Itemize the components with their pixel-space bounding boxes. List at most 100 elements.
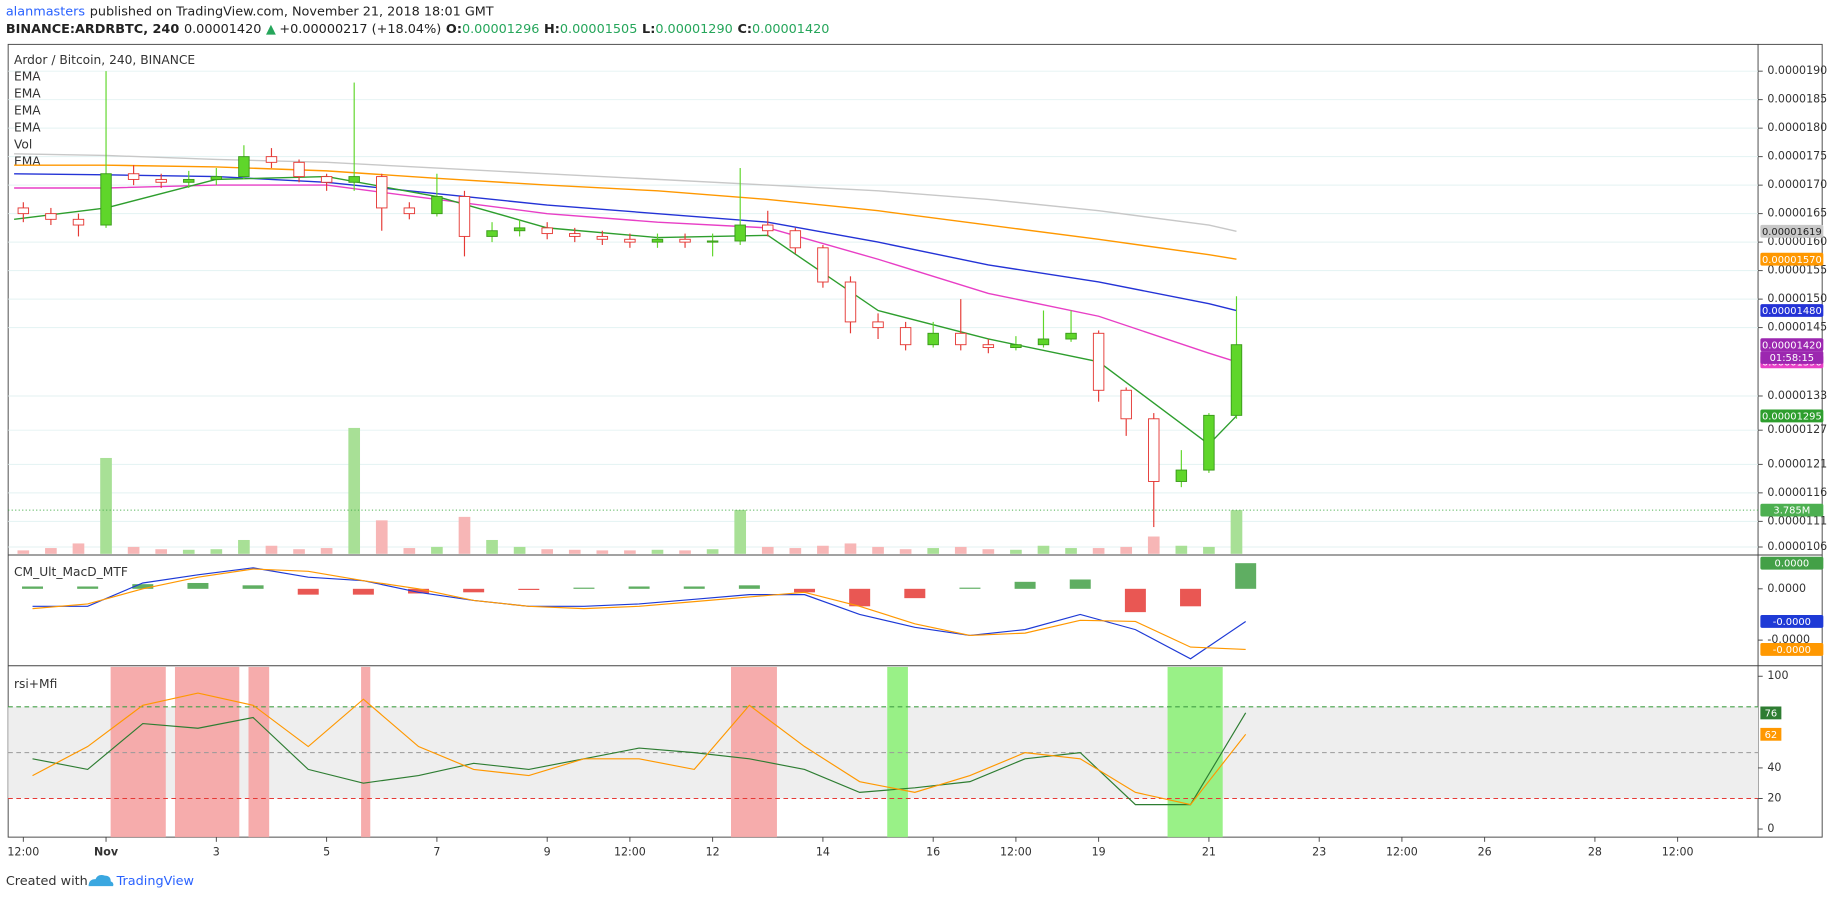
- volume-bar: [734, 509, 747, 554]
- candle-body: [762, 224, 774, 232]
- volume-bar: [817, 545, 829, 554]
- y-tick-label: 0.00001270: [1767, 423, 1828, 436]
- volume-bar: [348, 427, 361, 554]
- x-tick-label: 7: [433, 845, 440, 858]
- last-price-tag: [1760, 338, 1824, 352]
- candle-body: [789, 230, 802, 249]
- value-tag: [1760, 252, 1824, 266]
- candle-body: [1037, 338, 1050, 346]
- candle-body: [155, 178, 167, 183]
- candle-body: [872, 321, 884, 329]
- volume-bar: [899, 549, 912, 554]
- volume-bar: [872, 546, 884, 554]
- volume-bar: [155, 549, 168, 554]
- volume-bar: [1175, 545, 1188, 554]
- y-tick-label: 100: [1767, 669, 1788, 682]
- x-tick-label: 14: [816, 845, 830, 858]
- volume-bar: [927, 548, 940, 554]
- volume-bar: [127, 546, 140, 554]
- histogram-bar: [573, 587, 595, 589]
- zone: [731, 666, 777, 838]
- candle-body: [183, 178, 195, 183]
- x-tick-label: 9: [544, 845, 551, 858]
- candle-body: [513, 227, 526, 232]
- countdown-tag-text: 01:58:15: [1770, 353, 1814, 364]
- x-tick-label: 12:00: [7, 845, 39, 858]
- histogram-tag: [1760, 556, 1824, 570]
- volume-bar: [624, 550, 636, 554]
- volume-bar: [954, 546, 967, 554]
- zone: [174, 666, 240, 838]
- x-tick-label: 23: [1312, 845, 1326, 858]
- candle-body: [376, 176, 388, 209]
- y-tick-label: 0.00001600: [1767, 235, 1828, 248]
- pane-title: rsi+Mfi: [14, 677, 57, 691]
- volume-bar: [72, 543, 85, 554]
- value-tag-text: 0.00001619: [1762, 227, 1822, 238]
- candle-body: [265, 156, 278, 163]
- volume-bar: [761, 546, 774, 554]
- zone: [248, 666, 270, 838]
- candle-body: [210, 176, 223, 180]
- histogram-bar: [1180, 588, 1202, 607]
- author[interactable]: alanmasters: [6, 4, 86, 19]
- last-price-tag-text: 0.00001420: [1762, 340, 1822, 351]
- candle-body: [458, 196, 471, 237]
- line: [32, 692, 1247, 806]
- y-tick-label: 0.00001850: [1767, 93, 1828, 106]
- zone: [361, 666, 371, 838]
- volume-bar: [375, 520, 388, 554]
- histogram-bar: [408, 588, 430, 594]
- histogram-bar: [77, 586, 99, 589]
- brand[interactable]: TradingView: [116, 874, 194, 889]
- candle-body: [624, 238, 636, 243]
- x-tick-label: 16: [926, 845, 940, 858]
- candle-body: [1065, 332, 1077, 340]
- indicator-label: EMA: [14, 87, 41, 101]
- candle-body: [1148, 418, 1160, 482]
- line: [14, 153, 1237, 232]
- candle-body: [982, 344, 995, 349]
- y-tick-label: 20: [1767, 791, 1781, 804]
- line: [32, 712, 1247, 806]
- x-tick-label: 5: [323, 845, 330, 858]
- candle-body: [238, 156, 250, 178]
- volume-bar: [1092, 548, 1105, 554]
- candle-body: [734, 224, 746, 242]
- indicator-label: EMA: [14, 155, 41, 169]
- value-tag-text: 62: [1765, 730, 1778, 741]
- x-tick-label: 19: [1092, 845, 1106, 858]
- candle-body: [1203, 414, 1215, 471]
- volume-bar: [541, 549, 554, 554]
- candle-body: [541, 227, 553, 235]
- value-tag-text: -0.0000: [1773, 645, 1811, 656]
- countdown-tag: [1760, 351, 1824, 364]
- histogram-bar: [132, 584, 154, 589]
- histogram-bar: [849, 588, 871, 607]
- histogram-bar: [187, 582, 209, 589]
- candle-body: [679, 238, 691, 243]
- value-tag: [1760, 706, 1782, 720]
- x-tick-label: 12:00: [1386, 845, 1418, 858]
- histogram-bar: [1124, 588, 1146, 613]
- volume-bar: [210, 549, 223, 554]
- x-tick-label: 26: [1478, 845, 1492, 858]
- candle-body: [431, 196, 443, 215]
- line: [32, 567, 1247, 660]
- histogram-bar: [242, 585, 264, 589]
- histogram-bar: [463, 588, 485, 593]
- candle-body: [320, 176, 333, 183]
- line: [14, 175, 1237, 446]
- y-tick-label: 0.00001750: [1767, 150, 1828, 163]
- x-tick-label: 12:00: [1662, 845, 1694, 858]
- y-tick-label: 0.00001900: [1767, 64, 1828, 77]
- x-tick-label: Nov: [94, 845, 119, 858]
- frame: [7, 43, 1823, 838]
- y-tick-label: 0.0000: [1767, 582, 1806, 595]
- close: 0.00001420: [752, 22, 829, 37]
- volume-bar: [1010, 549, 1022, 554]
- publish-line: alanmasters published on TradingView.com,…: [6, 4, 494, 19]
- y-tick-label: 0.00001210: [1767, 457, 1828, 470]
